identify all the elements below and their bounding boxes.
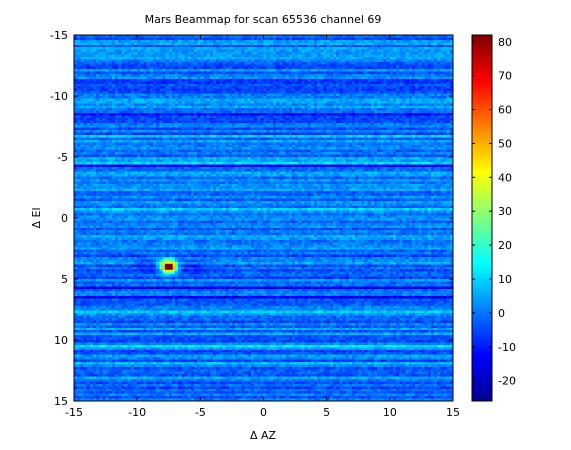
x-tick-label: -15 [65, 406, 83, 419]
colorbar-tick-label: 70 [498, 70, 512, 83]
heatmap-image [74, 35, 453, 401]
x-axis-ticks: -15 -10 -5 0 5 10 15 [65, 35, 460, 419]
colorbar-tick-label: 0 [498, 307, 505, 320]
chart-title: Mars Beammap for scan 65536 channel 69 [145, 13, 382, 26]
x-tick-label: 0 [260, 406, 267, 419]
colorbar-ticks: -20 -10 0 10 20 30 40 50 60 70 80 [472, 36, 516, 388]
y-axis-label: Δ El [30, 207, 43, 228]
colorbar-tick-label: 10 [498, 273, 512, 286]
colorbar-tick-label: 60 [498, 104, 512, 117]
colorbar-tick-label: -20 [498, 375, 516, 388]
colorbar-tick-label: -10 [498, 341, 516, 354]
colorbar-tick-label: 20 [498, 239, 512, 252]
y-tick-label: 10 [54, 334, 68, 347]
x-tick-label: -10 [128, 406, 146, 419]
y-tick-label: -10 [50, 90, 68, 103]
y-tick-label: 5 [61, 273, 68, 286]
colorbar-tick-label: 40 [498, 171, 512, 184]
mars-source-spot [163, 261, 174, 272]
y-axis-ticks: -15 -10 -5 0 5 10 15 [50, 29, 453, 408]
x-axis-label: Δ AZ [250, 429, 277, 442]
colorbar-tick-label: 50 [498, 137, 512, 150]
x-tick-label: -5 [195, 406, 206, 419]
y-tick-label: -5 [57, 151, 68, 164]
x-tick-label: 5 [323, 406, 330, 419]
colorbar [471, 34, 493, 402]
y-tick-label: 0 [61, 212, 68, 225]
x-tick-label: 10 [383, 406, 397, 419]
colorbar-tick-label: 30 [498, 205, 512, 218]
colorbar-tick-label: 80 [498, 36, 512, 49]
y-tick-label: 15 [54, 395, 68, 408]
y-tick-label: -15 [50, 29, 68, 42]
x-tick-label: 15 [446, 406, 460, 419]
